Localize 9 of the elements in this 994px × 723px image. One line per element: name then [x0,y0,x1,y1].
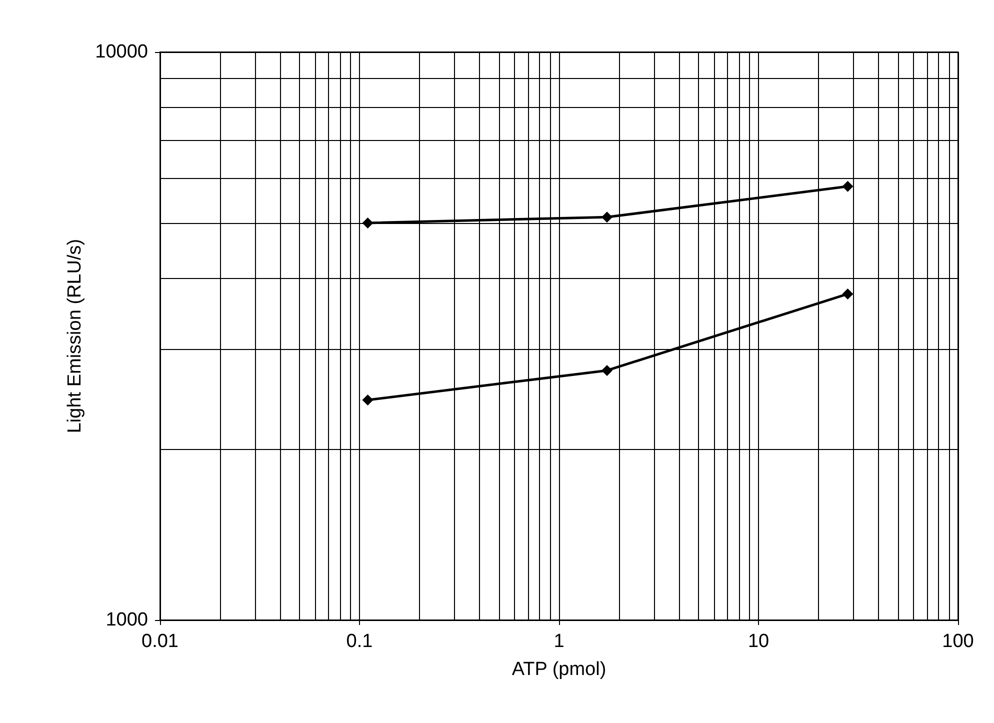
x-tick-label: 100 [942,631,974,652]
x-tick-label: 10 [748,631,770,652]
x-tick-label: 0.1 [346,631,373,652]
x-axis-title: ATP (pmol) [512,659,606,680]
y-tick-label: 1000 [106,610,148,630]
y-axis-title: Light Emission (RLU/s) [64,238,86,434]
x-tick-label: 0.01 [142,631,178,652]
y-tick-label: 10000 [95,42,148,62]
x-tick-label: 1 [554,631,564,652]
